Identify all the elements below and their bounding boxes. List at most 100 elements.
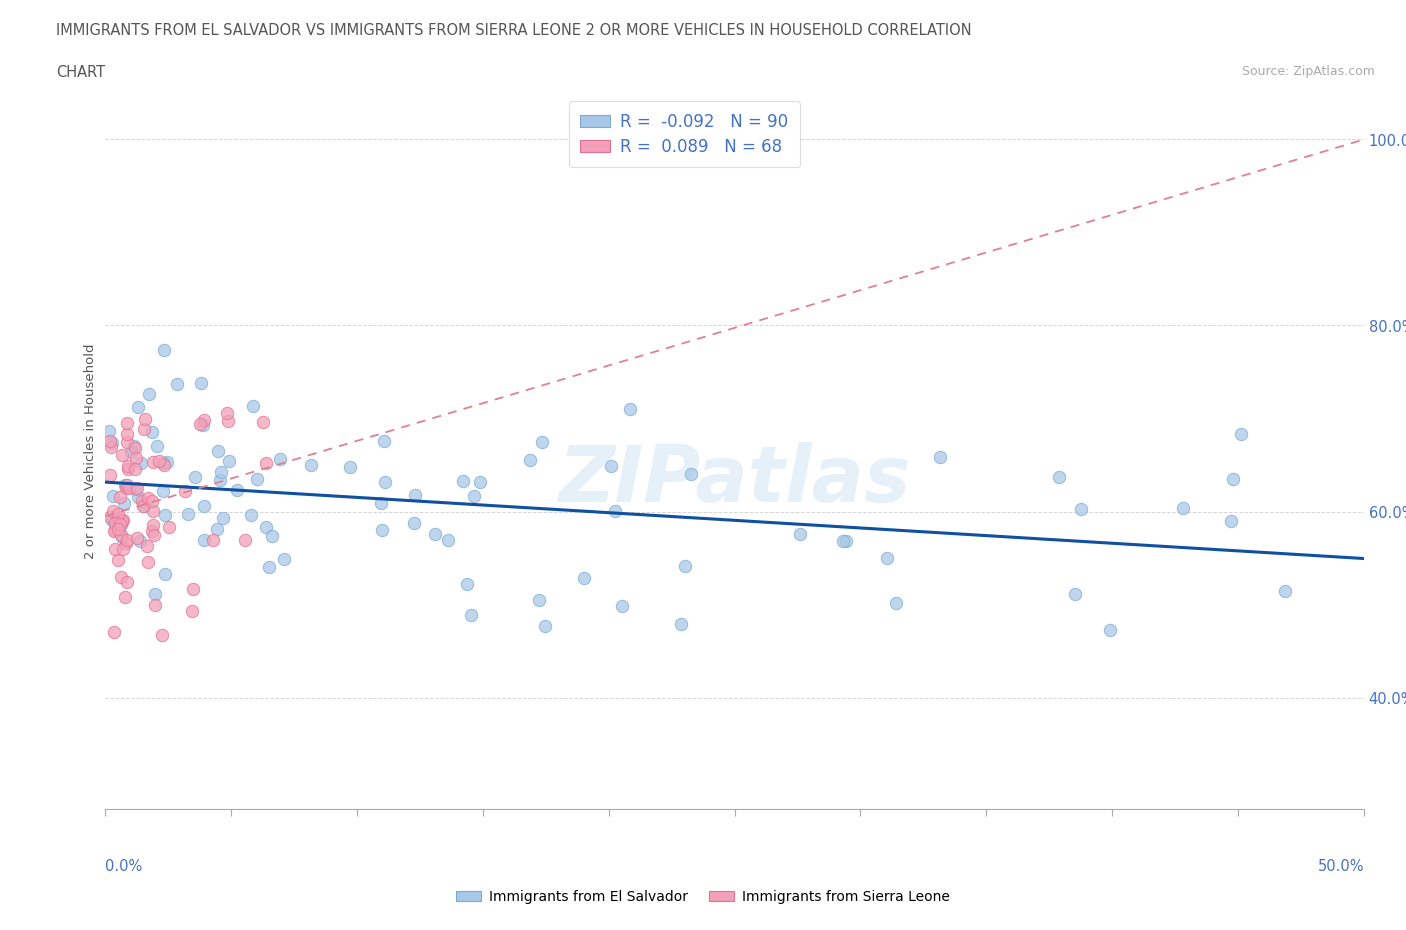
Text: Source: ZipAtlas.com: Source: ZipAtlas.com <box>1241 65 1375 78</box>
Point <box>208 473 231 488</box>
Point <box>370 496 392 511</box>
Point <box>115 536 138 551</box>
Point <box>1222 472 1244 486</box>
Point <box>127 490 149 505</box>
Point <box>111 447 134 462</box>
Point <box>404 488 426 503</box>
Text: 0.0%: 0.0% <box>105 859 142 874</box>
Point <box>242 398 264 413</box>
Point <box>103 524 125 538</box>
Point <box>138 386 160 401</box>
Point <box>425 526 447 541</box>
Point <box>114 590 136 604</box>
Point <box>673 558 696 573</box>
Point <box>142 504 165 519</box>
Point <box>1274 584 1296 599</box>
Point <box>519 453 541 468</box>
Point <box>404 515 426 530</box>
Point <box>98 433 121 448</box>
Point <box>530 434 553 449</box>
Point <box>98 468 121 483</box>
Point <box>193 413 215 428</box>
Point <box>117 462 139 477</box>
Point <box>127 400 149 415</box>
Point <box>101 512 124 527</box>
Point <box>150 628 173 643</box>
Point <box>107 507 129 522</box>
Point <box>153 343 176 358</box>
Point <box>1047 470 1070 485</box>
Point <box>835 534 858 549</box>
Point <box>103 541 125 556</box>
Text: IMMIGRANTS FROM EL SALVADOR VS IMMIGRANTS FROM SIERRA LEONE 2 OR MORE VEHICLES I: IMMIGRANTS FROM EL SALVADOR VS IMMIGRANT… <box>56 23 972 38</box>
Point <box>142 527 165 542</box>
Point <box>460 607 482 622</box>
Point <box>98 510 121 525</box>
Point <box>193 533 215 548</box>
Point <box>145 439 167 454</box>
Point <box>156 455 179 470</box>
Point <box>572 570 595 585</box>
Y-axis label: 2 or more Vehicles in Household: 2 or more Vehicles in Household <box>84 343 97 559</box>
Point <box>124 441 146 456</box>
Point <box>129 534 152 549</box>
Point <box>103 624 125 639</box>
Point <box>120 445 142 459</box>
Point <box>534 618 557 633</box>
Point <box>111 514 134 529</box>
Point <box>143 598 166 613</box>
Point <box>115 532 138 547</box>
Point <box>339 459 361 474</box>
Point <box>125 451 148 466</box>
Point <box>193 499 215 514</box>
Point <box>207 522 229 537</box>
Point <box>117 458 139 473</box>
Point <box>110 569 132 584</box>
Point <box>166 377 188 392</box>
Point <box>153 566 176 581</box>
Point <box>884 595 907 610</box>
Point <box>148 453 170 468</box>
Point <box>1070 501 1092 516</box>
Point <box>173 484 195 498</box>
Point <box>104 515 127 530</box>
Point <box>207 444 229 458</box>
Point <box>610 599 633 614</box>
Point <box>254 456 277 471</box>
Point <box>111 529 134 544</box>
Point <box>246 472 269 486</box>
Point <box>218 454 240 469</box>
Point <box>131 493 153 508</box>
Point <box>789 526 811 541</box>
Point <box>115 427 138 442</box>
Point <box>1220 513 1243 528</box>
Text: ZIPatlas: ZIPatlas <box>558 442 911 518</box>
Point <box>101 488 124 503</box>
Point <box>132 421 155 436</box>
Point <box>470 475 492 490</box>
Point <box>679 467 702 482</box>
Point <box>183 470 205 485</box>
Point <box>108 490 131 505</box>
Text: 50.0%: 50.0% <box>1317 859 1364 874</box>
Point <box>619 402 641 417</box>
Point <box>603 503 626 518</box>
Legend: R =  -0.092   N = 90, R =  0.089   N = 68: R = -0.092 N = 90, R = 0.089 N = 68 <box>568 101 800 167</box>
Point <box>103 504 125 519</box>
Point <box>181 581 204 596</box>
Point <box>1099 622 1122 637</box>
Point <box>257 560 280 575</box>
Point <box>112 513 135 528</box>
Point <box>110 527 132 542</box>
Point <box>463 488 485 503</box>
Point <box>191 418 214 432</box>
Point <box>107 552 129 567</box>
Point <box>134 499 156 514</box>
Point <box>262 528 284 543</box>
Point <box>1230 427 1253 442</box>
Point <box>124 481 146 496</box>
Point <box>181 604 204 618</box>
Point <box>239 508 262 523</box>
Point <box>157 520 180 535</box>
Point <box>134 412 156 427</box>
